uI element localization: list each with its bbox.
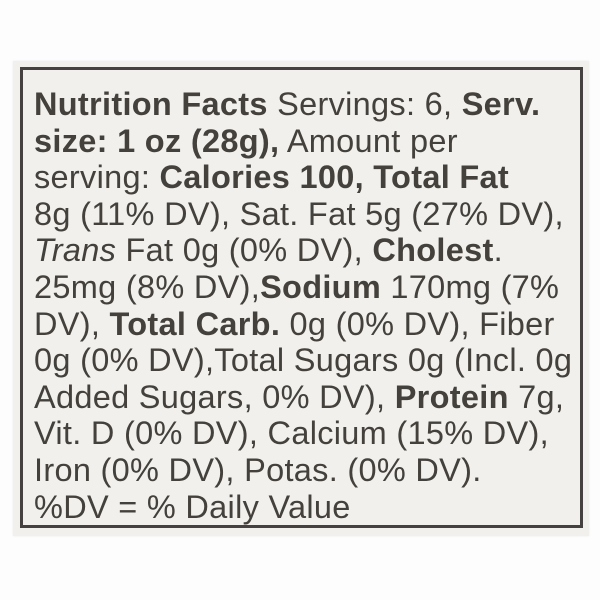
label-text-segment: DV), [34,305,110,342]
label-text-segment: 25mg (8% DV), [34,268,261,305]
label-text-segment: 7g, [508,378,565,415]
label-line: Added Sugars, 0% DV), Protein 7g, [34,379,580,416]
label-text-segment: 8g (11% DV), Sat. Fat 5g (27% DV), [34,195,564,232]
label-text-segment: Serv. [461,86,541,122]
label-text-segment: size: 1 oz (28g), [34,122,280,159]
label-text-segment: %DV = % Daily Value [34,488,351,525]
label-text-segment: 0g (0% DV),Total Sugars 0g (Incl. 0g [34,342,573,379]
label-line: %DV = % Daily Value [34,489,580,526]
label-text-segment: Amount per [279,122,458,159]
label-line: 0g (0% DV),Total Sugars 0g (Incl. 0g [34,342,580,379]
label-line: Iron (0% DV), Potas. (0% DV). [34,452,580,489]
label-text-segment: Iron (0% DV), Potas. (0% DV). [34,451,482,488]
label-line: 8g (11% DV), Sat. Fat 5g (27% DV), [34,196,580,233]
label-line: Vit. D (0% DV), Calcium (15% DV), [34,415,580,452]
label-text-segment: Trans [34,232,117,269]
label-line: serving: Calories 100, Total Fat [34,159,580,196]
label-text-segment: . [493,232,503,269]
label-border: Nutrition Facts Servings: 6, Serv. size: … [20,67,583,528]
label-text-segment: Vit. D (0% DV), Calcium (15% DV), [34,415,549,452]
label-text-segment: Protein [394,378,509,415]
label-line: Trans Fat 0g (0% DV), Cholest. [34,232,580,269]
nutrition-label: Nutrition Facts Servings: 6, Serv. size: … [13,61,589,536]
label-line: 25mg (8% DV),Sodium 170mg (7% [34,269,580,306]
label-text-segment: Added Sugars, 0% DV), [34,378,395,415]
label-line: DV), Total Carb. 0g (0% DV), Fiber [34,306,580,343]
label-text-segment: Fat 0g (0% DV), [116,232,373,269]
label-text-segment: Sodium [260,268,382,305]
label-text-segment: Servings: 6, [267,86,462,122]
label-text-segment: Calories 100, Total Fat [159,159,509,196]
label-text-segment: Cholest [372,232,494,269]
label-text-segment: Nutrition Facts [34,86,268,122]
label-text-segment: Total Carb. [109,305,281,342]
label-line: Nutrition Facts Servings: 6, Serv. [34,86,580,123]
label-text-segment: 0g (0% DV), Fiber [280,305,555,342]
label-text-segment: serving: [34,159,160,196]
label-text-segment: 170mg (7% [381,268,560,305]
label-text: Nutrition Facts Servings: 6, Serv. size: … [34,86,580,525]
label-line: size: 1 oz (28g), Amount per [34,123,580,160]
